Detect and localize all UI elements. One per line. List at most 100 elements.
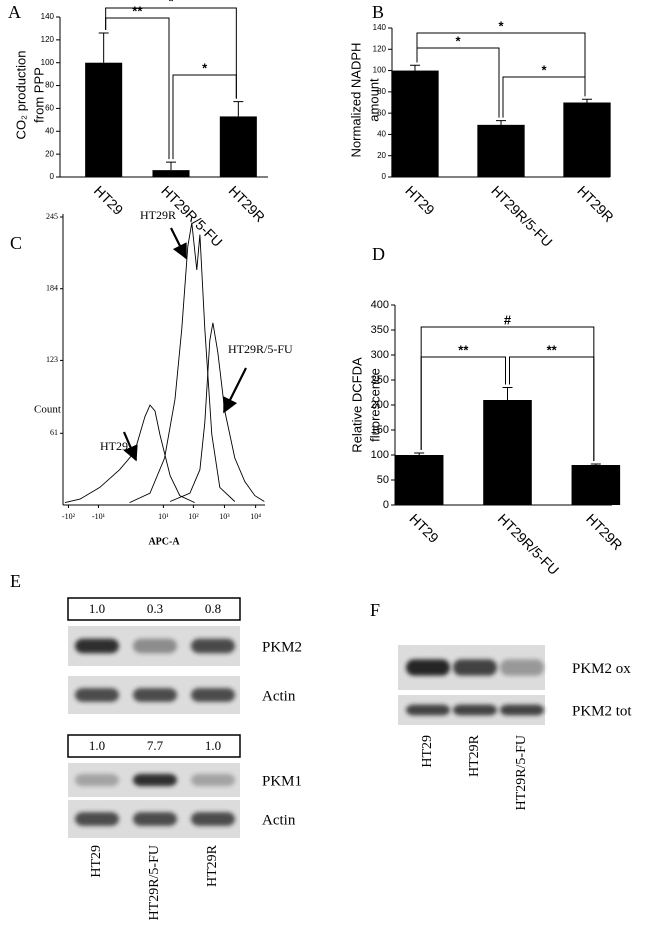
panel-label: F bbox=[370, 600, 380, 620]
bar bbox=[219, 116, 257, 177]
y-tick-label: 245 bbox=[46, 212, 58, 221]
error-bar bbox=[496, 120, 506, 125]
significance-bracket bbox=[172, 74, 237, 160]
quantification-value: 7.7 bbox=[147, 738, 164, 753]
series-annotation: HT29R bbox=[140, 208, 176, 222]
y-axis-label: from PPP bbox=[31, 67, 46, 123]
quantification-value: 0.3 bbox=[147, 601, 163, 616]
x-tick-label: HT29R/5-FU bbox=[495, 510, 562, 577]
y-axis-label: amount bbox=[366, 78, 381, 122]
significance-label: ** bbox=[458, 342, 469, 357]
histogram-line bbox=[129, 222, 236, 504]
y-tick-label: 120 bbox=[373, 44, 387, 53]
bar bbox=[85, 62, 123, 177]
blot-band bbox=[191, 812, 235, 826]
y-tick-label: 40 bbox=[45, 126, 54, 135]
y-tick-label: 80 bbox=[45, 81, 54, 90]
panel-label: A bbox=[8, 2, 21, 22]
panel-label: D bbox=[372, 244, 385, 264]
x-tick-label: 10⁴ bbox=[250, 512, 261, 521]
quantification-value: 1.0 bbox=[89, 738, 105, 753]
y-tick-label: 140 bbox=[373, 23, 387, 32]
blot-band bbox=[406, 659, 450, 676]
x-tick-label: HT29R bbox=[574, 182, 617, 225]
y-tick-label: 150 bbox=[371, 424, 389, 436]
y-axis-label: Normalized NADPH bbox=[348, 43, 363, 158]
significance-label: * bbox=[168, 0, 174, 8]
significance-label: ** bbox=[132, 3, 143, 18]
x-tick-label: HT29 bbox=[406, 510, 442, 546]
bar bbox=[394, 455, 444, 505]
y-tick-label: 60 bbox=[377, 108, 386, 117]
error-bar bbox=[410, 64, 420, 71]
quantification-value: 1.0 bbox=[205, 738, 221, 753]
row-label: Actin bbox=[262, 688, 296, 704]
error-bar bbox=[582, 98, 592, 103]
error-bar bbox=[233, 101, 244, 117]
significance-label: # bbox=[504, 312, 512, 327]
y-tick-label: 100 bbox=[373, 66, 387, 75]
x-tick-label: HT29 bbox=[402, 182, 438, 218]
arrow bbox=[223, 367, 247, 414]
row-label: PKM2 ox bbox=[572, 661, 631, 677]
lane-label: HT29 bbox=[89, 845, 104, 878]
y-axis-label: CO₂ production bbox=[13, 51, 28, 140]
panel-label: B bbox=[372, 2, 384, 22]
y-tick-label: 100 bbox=[371, 449, 389, 461]
blot-band bbox=[75, 773, 119, 787]
panel-label: C bbox=[10, 233, 22, 253]
blot-band bbox=[75, 812, 119, 826]
significance-label: * bbox=[541, 62, 547, 77]
bar bbox=[563, 102, 611, 177]
error-bar bbox=[98, 32, 109, 63]
quantification-value: 1.0 bbox=[89, 601, 105, 616]
lane-label: HT29R/5-FU bbox=[147, 845, 162, 920]
histogram-line bbox=[64, 404, 195, 504]
lane-label: HT29R/5-FU bbox=[514, 735, 529, 810]
blot-band bbox=[75, 638, 119, 654]
y-tick-label: 250 bbox=[371, 374, 389, 386]
y-tick-label: 200 bbox=[371, 399, 389, 411]
significance-bracket bbox=[416, 47, 500, 118]
y-tick-label: 100 bbox=[41, 58, 55, 67]
x-tick-label: HT29R/5-FU bbox=[488, 182, 555, 249]
x-tick-label: HT29R bbox=[226, 182, 269, 225]
blot-band bbox=[453, 704, 497, 716]
y-tick-label: 0 bbox=[50, 172, 55, 181]
error-bar bbox=[590, 463, 601, 465]
x-tick-label: -10² bbox=[62, 512, 76, 521]
y-tick-label: 123 bbox=[46, 355, 58, 364]
blot-band bbox=[191, 773, 235, 787]
x-tick-label: HT29R bbox=[583, 510, 626, 553]
quantification-box bbox=[67, 734, 241, 758]
bar bbox=[477, 124, 525, 177]
y-tick-label: 184 bbox=[46, 284, 58, 293]
error-bar bbox=[166, 161, 176, 171]
blot-band bbox=[406, 704, 450, 716]
y-tick-label: 350 bbox=[371, 324, 389, 336]
lane-label: HT29 bbox=[420, 735, 435, 768]
row-label: PKM2 tot bbox=[572, 703, 632, 719]
y-tick-label: 61 bbox=[50, 428, 58, 437]
bar bbox=[571, 465, 621, 505]
x-axis-label: APC-A bbox=[148, 536, 180, 547]
row-label: Actin bbox=[262, 812, 296, 828]
histogram-line bbox=[169, 322, 265, 502]
blot-band bbox=[453, 659, 497, 676]
quantification-box bbox=[67, 597, 241, 621]
significance-bracket bbox=[420, 356, 506, 450]
y-tick-label: 120 bbox=[41, 35, 55, 44]
blot-band bbox=[133, 773, 177, 787]
blot-band bbox=[133, 688, 177, 702]
bar bbox=[483, 400, 532, 505]
error-bar bbox=[502, 387, 513, 400]
y-tick-label: 50 bbox=[377, 474, 389, 486]
y-tick-label: 60 bbox=[45, 104, 54, 113]
arrows bbox=[122, 227, 247, 462]
blot-band bbox=[75, 688, 119, 702]
row-label: PKM1 bbox=[262, 773, 302, 789]
y-tick-label: 20 bbox=[45, 149, 54, 158]
x-tick-label: HT29 bbox=[91, 182, 127, 218]
blot-band bbox=[133, 638, 177, 654]
